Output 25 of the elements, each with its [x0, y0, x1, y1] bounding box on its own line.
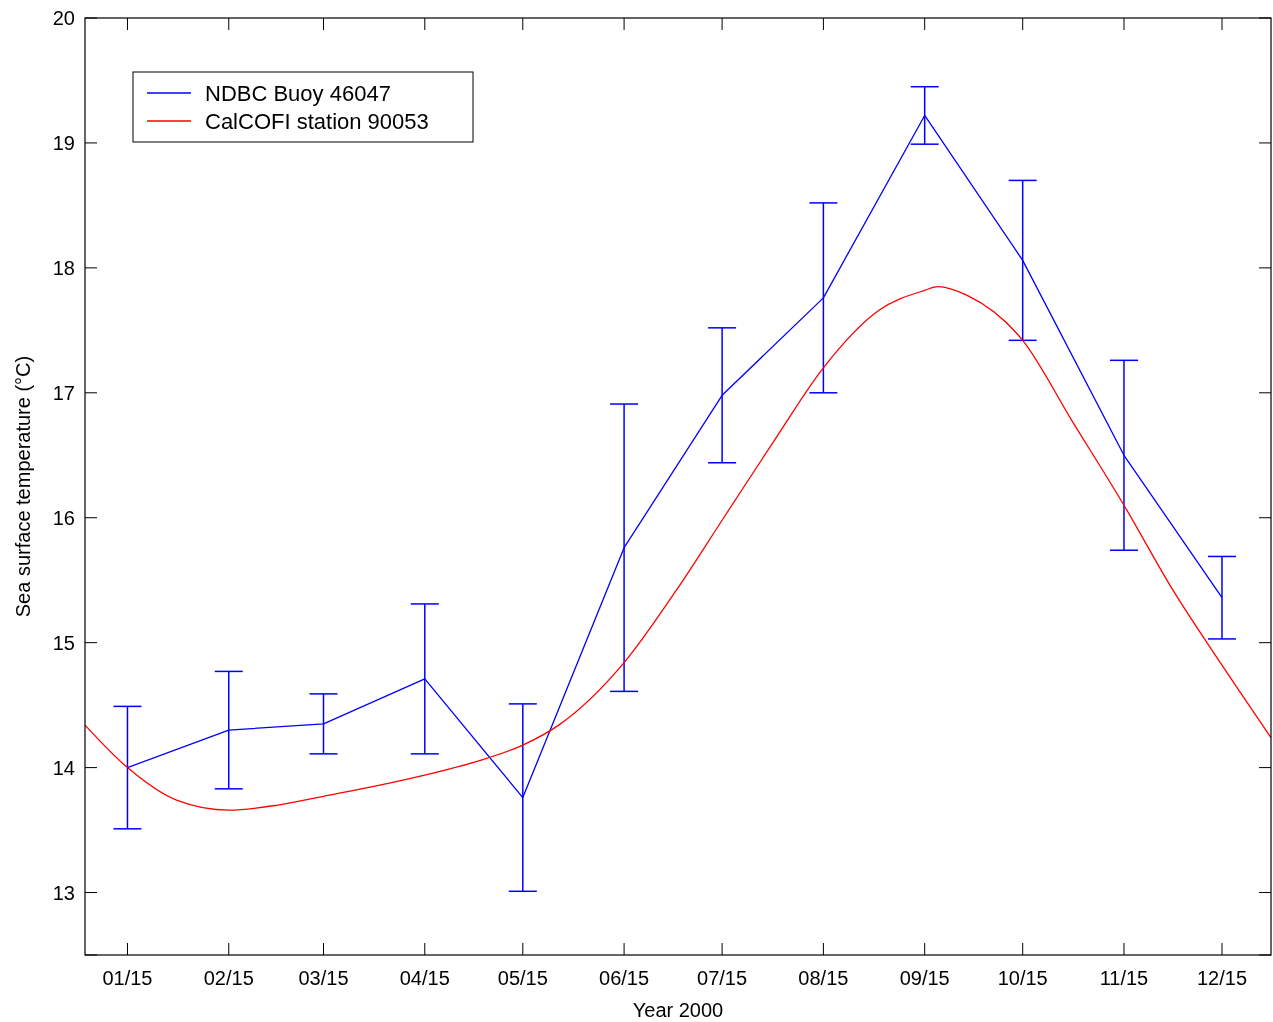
line-series: [84, 285, 1272, 811]
x-tick-label: 04/15: [399, 967, 450, 989]
y-tick-label: 15: [52, 631, 75, 654]
y-tick-label: 19: [52, 131, 75, 154]
y-tick-label: 16: [52, 506, 75, 529]
x-axis-title: Year 2000: [632, 999, 724, 1021]
x-tick-label: 05/15: [497, 967, 548, 989]
legend-label: CalCOFI station 90053: [205, 108, 429, 134]
x-tick-label: 07/15: [697, 967, 748, 989]
y-tick-label: 14: [52, 756, 75, 779]
x-tick-label: 09/15: [899, 967, 950, 989]
x-tick-label: 10/15: [997, 967, 1048, 989]
y-tick-label: 17: [52, 381, 75, 404]
x-tick-label: 02/15: [203, 967, 254, 989]
x-tick-label: 11/15: [1099, 967, 1149, 989]
y-tick-label: 18: [52, 256, 75, 279]
x-tick-label: 06/15: [599, 967, 650, 989]
y-tick-label: 13: [52, 881, 75, 904]
legend-label: NDBC Buoy 46047: [205, 80, 391, 106]
x-tick-label: 08/15: [798, 967, 849, 989]
x-tick-label: 12/15: [1196, 967, 1248, 989]
y-axis-title: Sea surface temperature (°C): [12, 355, 34, 618]
y-tick-label: 20: [52, 7, 75, 29]
x-tick-label: 01/15: [102, 967, 153, 989]
x-tick-label: 03/15: [298, 967, 349, 989]
